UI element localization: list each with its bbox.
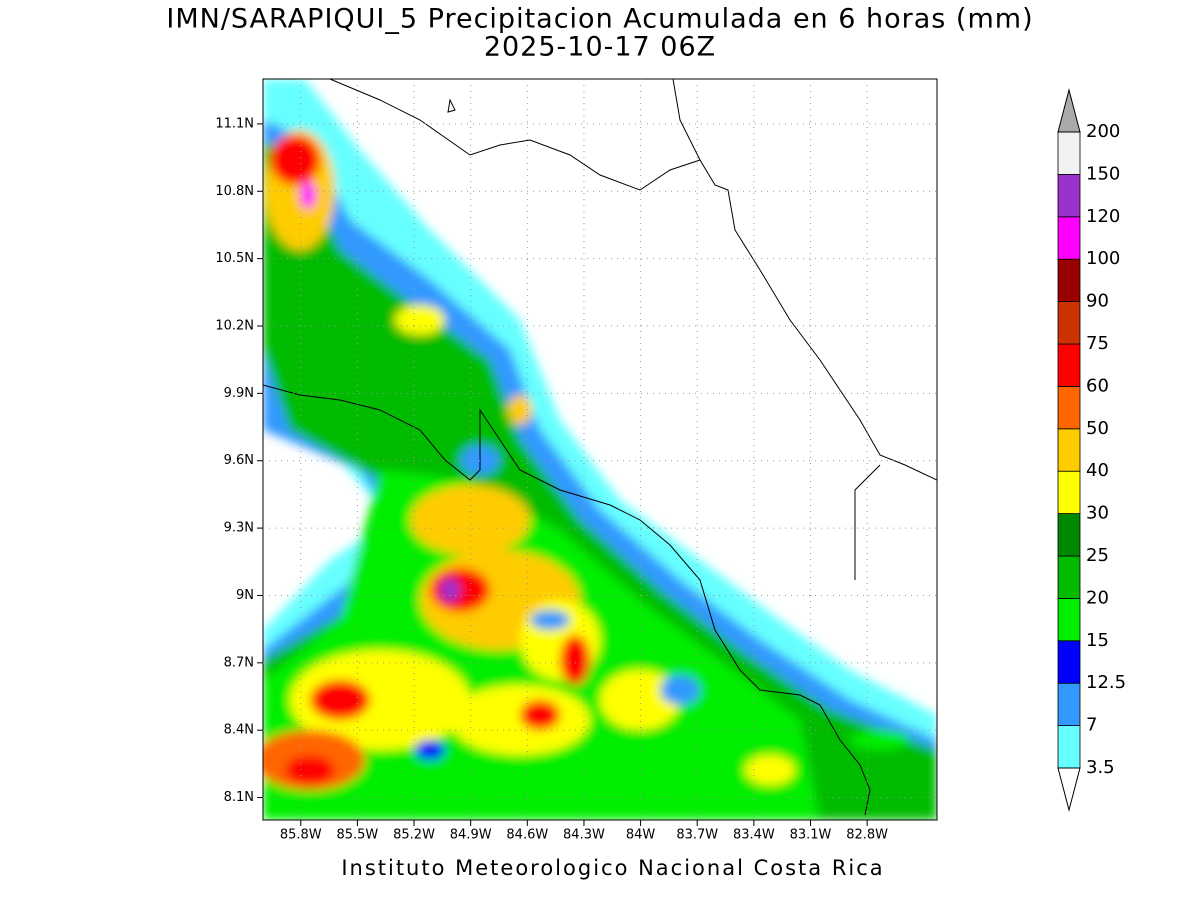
title: IMN/SARAPIQUI_5 Precipitacion Acumulada … — [166, 4, 1033, 35]
colorbar-bin — [1057, 216, 1081, 260]
x-tick-label: 83.1W — [790, 828, 832, 843]
colorbar-bin — [1057, 385, 1081, 430]
colorbar-label: 25 — [1086, 545, 1109, 566]
colorbar-bin — [1057, 555, 1081, 599]
colorbar-label: 120 — [1086, 206, 1120, 227]
colorbar-label: 40 — [1086, 460, 1109, 481]
x-tick-label: 85.5W — [336, 828, 378, 843]
colorbar-label: 75 — [1086, 333, 1109, 354]
x-tick-label: 83.7W — [676, 828, 718, 843]
coastline — [263, 79, 937, 816]
x-tick-label: 82.8W — [846, 828, 888, 843]
colorbar-bin — [1057, 173, 1081, 218]
x-tick-label: 84W — [626, 828, 656, 843]
map-frame — [262, 78, 938, 821]
colorbar-bin — [1057, 725, 1081, 769]
colorbar-over — [1057, 88, 1081, 133]
y-tick-label: 8.4N — [224, 723, 254, 738]
y-tick-label: 9N — [236, 588, 254, 603]
colorbar-bin — [1057, 470, 1081, 515]
colorbar-label: 150 — [1086, 163, 1120, 184]
x-tick-label: 84.6W — [506, 828, 548, 843]
colorbar-bin — [1057, 131, 1081, 175]
colorbar-bin — [1057, 301, 1081, 345]
colorbar-label: 60 — [1086, 375, 1109, 396]
colorbar-bin — [1057, 343, 1081, 387]
colorbar-label: 50 — [1086, 418, 1109, 439]
x-tick-label: 83.4W — [733, 828, 775, 843]
colorbar-label: 100 — [1086, 248, 1120, 269]
colorbar-label: 7 — [1086, 715, 1097, 736]
y-tick-label: 10.2N — [215, 319, 254, 334]
colorbar-label: 15 — [1086, 630, 1109, 651]
colorbar-label: 90 — [1086, 291, 1109, 312]
colorbar-bin — [1057, 258, 1081, 303]
x-tick-label: 84.3W — [563, 828, 605, 843]
colorbar-bin — [1057, 598, 1081, 642]
y-tick-label: 11.1N — [215, 116, 254, 131]
colorbar-label: 30 — [1086, 503, 1109, 524]
colorbar-bin — [1057, 513, 1081, 557]
footer: Instituto Meteorologico Nacional Costa R… — [341, 856, 884, 880]
precipitation-field — [263, 79, 937, 820]
colorbar-label: 12.5 — [1086, 672, 1126, 693]
y-tick-label: 8.7N — [224, 655, 254, 670]
colorbar-label: 20 — [1086, 587, 1109, 608]
x-tick-label: 85.8W — [280, 828, 322, 843]
colorbar-bin — [1057, 640, 1081, 684]
x-tick-label: 85.2W — [393, 828, 435, 843]
subtitle: 2025-10-17 06Z — [484, 32, 716, 63]
y-tick-label: 8.1N — [224, 790, 254, 805]
y-tick-label: 9.9N — [224, 386, 254, 401]
y-tick-label: 9.6N — [224, 453, 254, 468]
colorbar-label: 3.5 — [1086, 757, 1115, 778]
y-tick-label: 10.5N — [215, 251, 254, 266]
colorbar-bin — [1057, 428, 1081, 472]
colorbar-bin — [1057, 682, 1081, 727]
colorbar-under — [1057, 767, 1081, 812]
y-tick-label: 9.3N — [224, 521, 254, 536]
y-tick-label: 10.8N — [215, 184, 254, 199]
colorbar-label: 200 — [1086, 121, 1120, 142]
x-tick-label: 84.9W — [450, 828, 492, 843]
